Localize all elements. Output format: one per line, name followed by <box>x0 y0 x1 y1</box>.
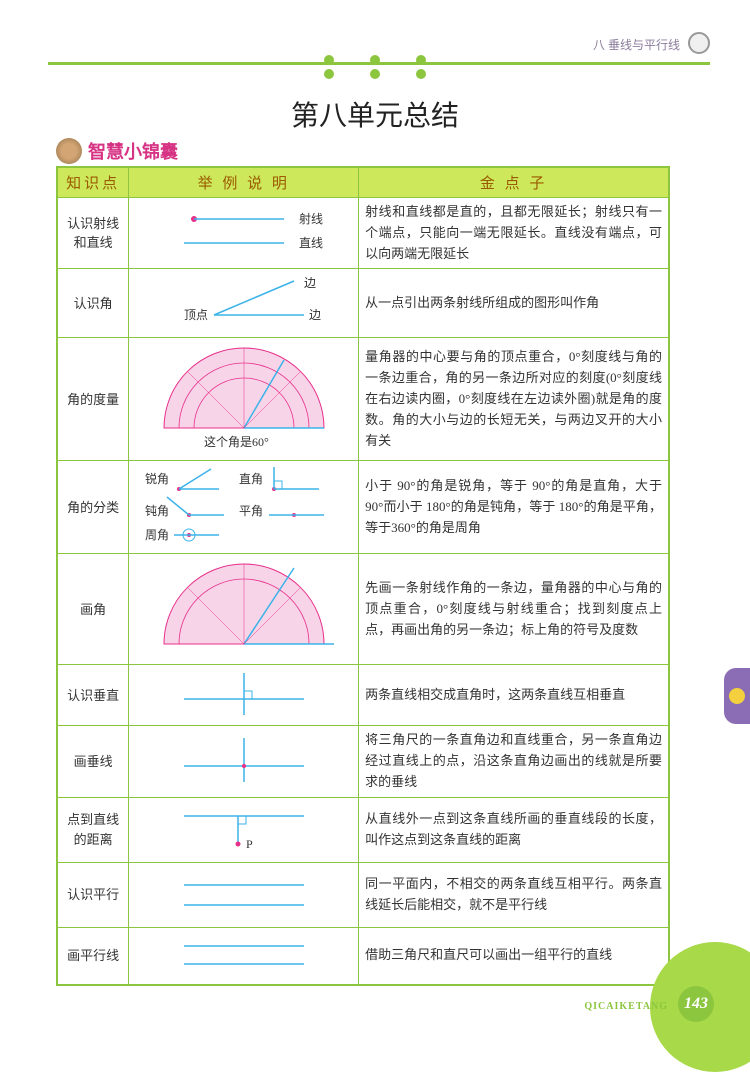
svg-text:锐角: 锐角 <box>145 472 169 486</box>
draw-parallel-diagram <box>164 932 324 976</box>
tip-cell: 小于 90°的角是锐角，等于 90°的角是直角，大于 90°而小于 180°的角… <box>359 461 669 554</box>
tip-cell: 从一点引出两条射线所组成的图形叫作角 <box>359 269 669 338</box>
tip-cell: 射线和直线都是直的，且都无限延长；射线只有一个端点，只能向一端无限延长。直线没有… <box>359 198 669 269</box>
subtitle-row: 智慧小锦囊 <box>56 138 178 164</box>
bee-icon <box>729 688 745 704</box>
example-cell <box>129 726 359 797</box>
topic-cell: 角的度量 <box>57 338 129 461</box>
table-row: 认识平行 同一平面内，不相交的两条直线互相平行。两条直线延长后能相交，就不是平行… <box>57 862 669 927</box>
table-row: 认识角 顶点 边 边 从一点引出两条射线所组成的图形叫作角 <box>57 269 669 338</box>
table-row: 角的分类 锐角 直角 钝角 平角 周角 小于 90°的角是锐角，等于 90°的角… <box>57 461 669 554</box>
svg-text:直线: 直线 <box>299 236 323 250</box>
owl-icon <box>56 138 82 164</box>
subtitle: 智慧小锦囊 <box>88 138 178 164</box>
example-cell <box>129 862 359 927</box>
table-row: 认识垂直 两条直线相交成直角时，这两条直线互相垂直 <box>57 665 669 726</box>
col-header-topic: 知识点 <box>57 167 129 198</box>
example-cell: 射线 直线 <box>129 198 359 269</box>
svg-text:边: 边 <box>309 308 321 322</box>
summary-table: 知识点 举 例 说 明 金 点 子 认识射线和直线 射线 直线 射线和直线都是直… <box>56 166 670 986</box>
example-cell: 这个角是60° <box>129 338 359 461</box>
table-row: 画垂线 将三角尺的一条直角边和直线重合，另一条直角边经过直线上的点，沿这条直角边… <box>57 726 669 797</box>
table-row: 画角 先画一条射线作角的一条边，量角器的中心与角的顶点重合，0°刻度线与射线重合… <box>57 554 669 665</box>
svg-text:P: P <box>246 837 253 851</box>
page-footer: QICAIKETANG 143 <box>570 972 750 1042</box>
svg-text:周角: 周角 <box>145 528 169 542</box>
tip-cell: 两条直线相交成直角时，这两条直线互相垂直 <box>359 665 669 726</box>
topic-cell: 画垂线 <box>57 726 129 797</box>
table-row: 点到直线的距离 P 从直线外一点到这条直线所画的垂直线段的长度，叫作这点到这条直… <box>57 797 669 862</box>
col-header-example: 举 例 说 明 <box>129 167 359 198</box>
distance-diagram: P <box>164 802 324 854</box>
topic-cell: 画角 <box>57 554 129 665</box>
table-row: 角的度量 这个角是60° 量角器的中心要与角的 <box>57 338 669 461</box>
topic-cell: 认识平行 <box>57 862 129 927</box>
svg-text:平角: 平角 <box>239 504 263 518</box>
svg-text:这个角是60°: 这个角是60° <box>204 434 269 449</box>
draw-perp-diagram <box>164 734 324 786</box>
chapter-label: 八 垂线与平行线 <box>593 36 680 53</box>
topic-cell: 点到直线的距离 <box>57 797 129 862</box>
svg-text:直角: 直角 <box>239 472 263 486</box>
example-cell <box>129 554 359 665</box>
page-title: 第八单元总结 <box>0 94 750 134</box>
tip-cell: 量角器的中心要与角的顶点重合，0°刻度线与角的一条边重合，角的另一条边所对应的刻… <box>359 338 669 461</box>
tip-cell: 将三角尺的一条直角边和直线重合，另一条直角边经过直线上的点，沿这条直角边画出的线… <box>359 726 669 797</box>
protractor-diagram: 这个角是60° <box>144 342 344 452</box>
topic-cell: 画平行线 <box>57 927 129 985</box>
example-cell <box>129 665 359 726</box>
angle-diagram: 顶点 边 边 <box>154 273 334 329</box>
example-cell <box>129 927 359 985</box>
svg-text:边: 边 <box>304 276 316 290</box>
svg-text:钝角: 钝角 <box>145 504 169 518</box>
svg-text:射线: 射线 <box>299 211 323 226</box>
tip-cell: 先画一条射线作角的一条边，量角器的中心与角的顶点重合，0°刻度线与射线重合；找到… <box>359 554 669 665</box>
table-row: 认识射线和直线 射线 直线 射线和直线都是直的，且都无限延长；射线只有一个端点，… <box>57 198 669 269</box>
topic-cell: 认识角 <box>57 269 129 338</box>
tip-cell: 同一平面内，不相交的两条直线互相平行。两条直线延长后能相交，就不是平行线 <box>359 862 669 927</box>
example-cell: 锐角 直角 钝角 平角 周角 <box>129 461 359 554</box>
angle-types-diagram: 锐角 直角 钝角 平角 周角 <box>139 465 349 545</box>
perp-diagram <box>164 669 324 717</box>
topic-cell: 认识射线和直线 <box>57 198 129 269</box>
side-tab <box>724 668 750 724</box>
draw-angle-diagram <box>144 558 344 656</box>
tip-cell: 从直线外一点到这条直线所画的垂直线段的长度，叫作这点到这条直线的距离 <box>359 797 669 862</box>
topic-cell: 认识垂直 <box>57 665 129 726</box>
footer-letters: QICAIKETANG <box>584 1001 668 1012</box>
ray-line-diagram: 射线 直线 <box>154 203 334 259</box>
topic-cell: 角的分类 <box>57 461 129 554</box>
svg-text:顶点: 顶点 <box>184 308 208 322</box>
example-cell: 顶点 边 边 <box>129 269 359 338</box>
mascot-icon <box>688 32 710 54</box>
parallel-diagram <box>164 867 324 919</box>
page-number: 143 <box>678 986 714 1022</box>
col-header-tip: 金 点 子 <box>359 167 669 198</box>
example-cell: P <box>129 797 359 862</box>
decorative-dots <box>324 55 426 79</box>
